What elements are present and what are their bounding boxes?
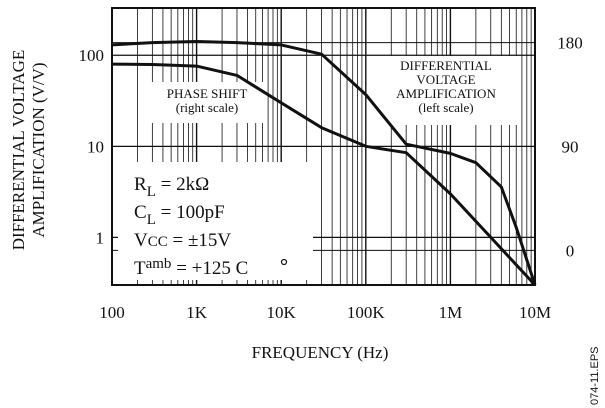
x-tick-label: 100K	[347, 303, 386, 322]
x-tick-label: 1K	[186, 303, 208, 322]
x-tick-label: 1M	[439, 303, 463, 322]
x-tick-labels: 100 1K 10K 100K 1M 10M	[99, 303, 551, 322]
amplification-label-box	[373, 56, 518, 125]
x-tick-label: 100	[99, 303, 125, 322]
phase-series-label-line2: (right scale)	[176, 100, 238, 115]
conditions-box	[118, 162, 313, 280]
y-tick-label-left: 1	[96, 228, 105, 247]
phase-series-label-line1: PHASE SHIFT	[167, 86, 248, 101]
condition-vcc: VCC = ±15V	[134, 230, 231, 251]
y-tick-label-right: 90	[562, 138, 579, 157]
y-tick-labels-left: 1 10 100	[79, 46, 105, 247]
condition-cl: CL = 100pF	[134, 202, 225, 228]
phase-label-box	[150, 82, 265, 123]
x-tick-label: 10K	[267, 303, 297, 322]
amp-series-label-line4: (left scale)	[418, 100, 473, 115]
condition-tamb: Tamb = +125 C	[134, 256, 248, 279]
file-label: 074-11.EPS	[589, 346, 601, 405]
series-lines	[111, 40, 537, 287]
x-tick-label: 10M	[519, 303, 551, 322]
condition-rl: RL = 2kΩ	[134, 174, 209, 200]
series-line-amplification	[111, 62, 537, 287]
amp-series-label-line1: DIFFERENTIAL	[400, 58, 492, 73]
y-axis-title-line2: AMPLIFICATION (V/V)	[29, 62, 48, 237]
amp-series-label-line3: AMPLIFICATION	[396, 86, 496, 101]
y-axis-title-line1: DIFFERENTIAL VOLTAGE	[9, 50, 28, 251]
y-tick-label-left: 10	[87, 137, 104, 156]
y-tick-labels-right: 0 90 180	[557, 34, 583, 261]
degree-symbol	[280, 258, 288, 266]
y-tick-label-right: 180	[557, 34, 583, 53]
x-axis-title: FREQUENCY (Hz)	[252, 343, 389, 362]
y-tick-label-left: 100	[79, 46, 105, 65]
amp-series-label-line2: VOLTAGE	[416, 72, 475, 87]
y-tick-label-right: 0	[566, 241, 575, 260]
series-line-phase-shift	[111, 40, 537, 286]
